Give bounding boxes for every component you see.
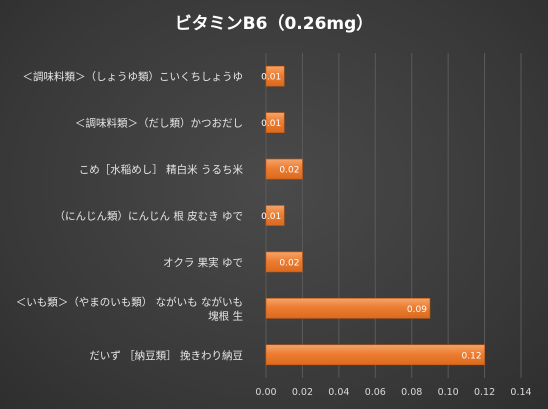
gridlines (265, 53, 522, 378)
category-label: 塊根 生 (208, 309, 243, 322)
x-tick-label: 0.08 (401, 387, 422, 398)
x-tick-label: 0.00 (255, 387, 276, 398)
data-label: 0.02 (279, 166, 299, 176)
data-label: 0.02 (279, 258, 299, 268)
x-tick-label: 0.04 (328, 387, 349, 398)
bar (265, 65, 285, 87)
category-label: ＜調味料類＞（しょうゆ類）こいくちしょうゆ (23, 70, 244, 83)
category-label: オクラ 果実 ゆで (163, 256, 243, 269)
category-label: こめ［水稲めし］ 精白米 うるち米 (79, 163, 244, 176)
bar (265, 251, 303, 273)
data-label: 0.01 (261, 212, 281, 222)
bar (265, 112, 285, 133)
x-tick-label: 0.06 (365, 387, 386, 398)
bars: 0.01 0.01 0.02 0.01 0.02 0.09 0.12 (261, 65, 485, 366)
bar (265, 344, 485, 366)
x-tick-label: 0.02 (292, 387, 313, 398)
category-label: （にんじん類）にんじん 根 皮むき ゆで (54, 210, 243, 223)
x-axis-ticks: 0.00 0.02 0.04 0.06 0.08 0.10 0.12 0.14 (255, 387, 531, 398)
category-label: ＜調味料類＞（だし類）かつおだし (75, 117, 243, 130)
category-label: ＜いも類＞（やまのいも類） ながいも ながいも (16, 295, 243, 308)
data-label: 0.01 (261, 119, 281, 129)
category-labels: ＜調味料類＞（しょうゆ類）こいくちしょうゆ ＜調味料類＞（だし類）かつおだしこめ［… (16, 70, 244, 362)
data-label: 0.09 (407, 305, 427, 315)
x-tick-label: 0.12 (474, 387, 495, 398)
x-tick-label: 0.14 (510, 387, 531, 398)
bar (265, 158, 303, 180)
data-label: 0.12 (462, 351, 482, 361)
category-label: だいず ［納豆類］ 挽きわり納豆 (89, 349, 243, 362)
bar (265, 205, 285, 226)
chart-title: ビタミンB6（0.26mg） (175, 13, 374, 34)
data-label: 0.01 (261, 73, 281, 83)
x-tick-label: 0.10 (438, 387, 459, 398)
bar (265, 298, 431, 319)
